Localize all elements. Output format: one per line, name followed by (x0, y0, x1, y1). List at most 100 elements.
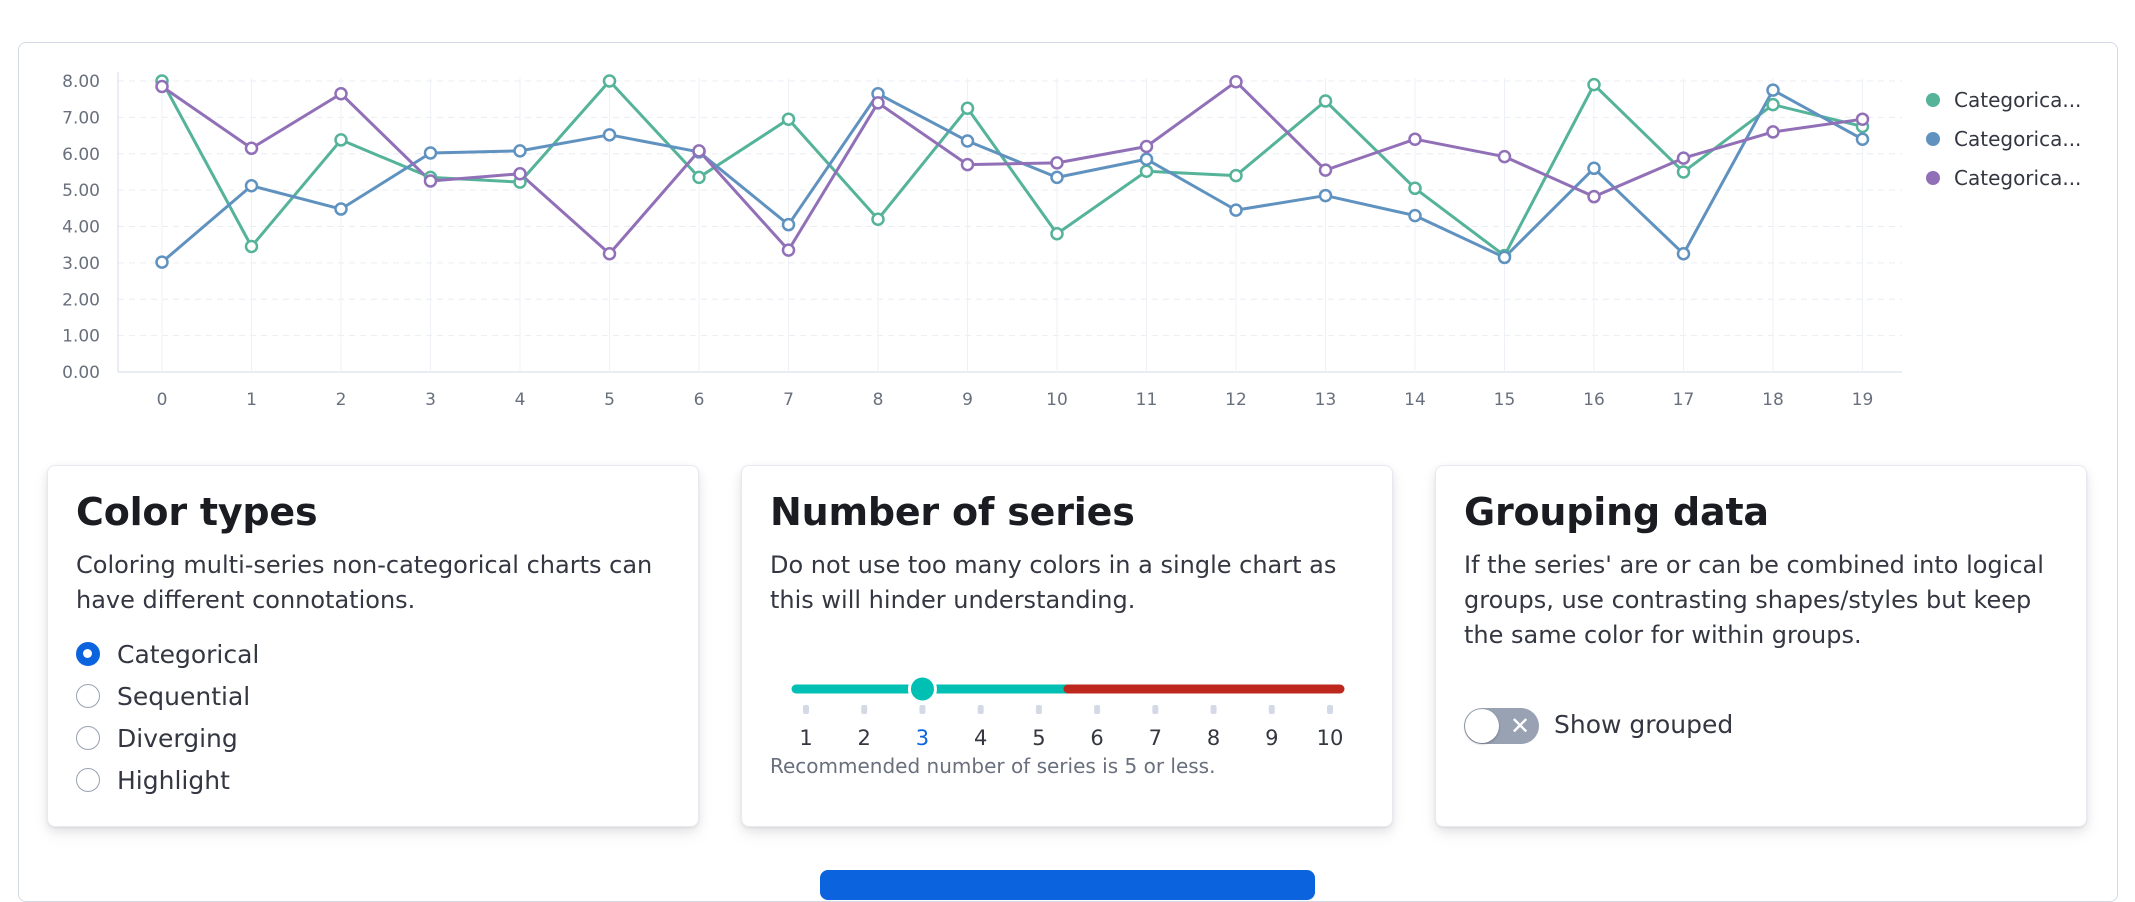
x-tick-label: 0 (157, 390, 168, 410)
series-1-point (602, 74, 617, 88)
series-1-point (1766, 97, 1780, 112)
y-tick-label: 5.00 (62, 181, 100, 201)
legend-label-3: Categorica... (1954, 165, 2082, 190)
cross-icon: ✕ (1510, 712, 1531, 740)
x-tick-label: 4 (515, 390, 526, 410)
grouping-data-description: If the series' are or can be combined in… (1464, 551, 2044, 649)
x-tick-label: 11 (1136, 390, 1158, 410)
legend-dot-2 (1926, 131, 1940, 146)
series-2-point (155, 255, 169, 269)
slider-handle[interactable] (907, 674, 937, 704)
series-2-point (1229, 203, 1243, 217)
radio-button-highlight[interactable] (76, 768, 100, 792)
series-1-point (1318, 94, 1333, 108)
x-tick-label: 13 (1315, 390, 1337, 410)
series-2-point (334, 202, 348, 216)
series-3-point (155, 79, 169, 94)
y-tick-label: 1.00 (62, 327, 100, 347)
series-3-point (1318, 163, 1333, 177)
x-tick-label: 10 (1046, 390, 1068, 410)
series-3-point (334, 86, 348, 101)
line-chart: 0.001.002.003.004.005.006.007.008.000 1 2 3… (62, 72, 1902, 410)
radio-label-diverging: Diverging (117, 723, 238, 753)
legend-item-3[interactable]: Categorica... (1926, 158, 2126, 197)
series-2-point (1766, 83, 1780, 97)
radio-diverging[interactable]: Diverging (76, 720, 238, 756)
slider-tick (803, 705, 809, 714)
series-3-point (960, 157, 975, 172)
x-tick-label: 19 (1852, 390, 1874, 410)
series-2-point (960, 134, 975, 148)
series-3-point (871, 96, 885, 110)
series-2-point (1050, 170, 1064, 185)
radio-button-categorical[interactable] (76, 642, 100, 666)
y-tick-label: 7.00 (62, 108, 100, 128)
series-2-point (1318, 188, 1333, 203)
slider-tick (977, 705, 984, 714)
slider-tick (1035, 705, 1042, 714)
y-tick-label: 8.00 (62, 72, 100, 92)
color-types-card: Color types Coloring multi-series non-ca… (47, 465, 699, 827)
series-3-point (1050, 156, 1064, 170)
y-tick-label: 2.00 (62, 290, 100, 310)
series-2-point (1855, 132, 1870, 146)
series-1-point (1229, 168, 1243, 183)
radio-label-highlight: Highlight (117, 765, 230, 795)
series-2-point (602, 128, 617, 142)
series-line-2 (161, 88, 1864, 264)
legend-dot-3 (1926, 170, 1940, 185)
series-3-point (781, 243, 796, 257)
x-tick-label: 9 (962, 390, 973, 410)
slider-tick-label: 8 (1207, 726, 1220, 750)
primary-action-button[interactable] (820, 870, 1315, 900)
x-tick-label: 15 (1494, 390, 1516, 410)
series-3-point (1408, 132, 1422, 146)
series-3-point (1229, 74, 1243, 89)
legend-item-1[interactable]: Categorica... (1926, 80, 2126, 119)
series-3-point (244, 141, 259, 156)
slider-tick (861, 705, 868, 714)
radio-button-sequential[interactable] (76, 684, 100, 708)
series-3-point (1855, 112, 1870, 126)
series-line-3 (161, 80, 1863, 256)
x-tick-label: 2 (336, 390, 347, 410)
y-tick-label: 6.00 (62, 145, 100, 165)
radio-categorical[interactable]: Categorical (76, 636, 259, 672)
radio-button-diverging[interactable] (76, 726, 100, 750)
radio-sequential[interactable]: Sequential (76, 678, 250, 714)
slider-tick (1152, 705, 1159, 714)
slider-tick-label: 5 (1032, 726, 1045, 750)
show-grouped-toggle[interactable]: ✕ (1464, 708, 1539, 744)
series-count-slider[interactable]: 1 2 3 4 5 6 7 8 9 10 (742, 466, 1394, 828)
legend-dot-1 (1926, 92, 1940, 107)
series-2-point (244, 179, 259, 193)
series-3-point (1497, 149, 1512, 164)
show-grouped-label: Show grouped (1554, 710, 1734, 739)
x-tick-label: 7 (783, 390, 794, 410)
radio-label-categorical: Categorical (117, 639, 260, 669)
color-types-title: Color types (76, 490, 318, 534)
x-tick-label: 14 (1404, 390, 1426, 410)
slider-tick (1210, 705, 1217, 714)
radio-label-sequential: Sequential (117, 681, 251, 711)
legend-item-2[interactable]: Categorica... (1926, 119, 2126, 158)
series-3-point (1139, 139, 1154, 154)
series-2-point (1497, 250, 1512, 265)
series-1-point (960, 101, 975, 116)
series-1-point (1587, 77, 1601, 92)
series-3-point (1766, 125, 1780, 139)
slider-tick-label: 9 (1265, 726, 1278, 750)
number-of-series-card: Number of series Do not use too many col… (741, 465, 1393, 827)
radio-highlight[interactable]: Highlight (76, 762, 230, 798)
series-1-point (1139, 164, 1154, 178)
x-tick-label: 5 (604, 390, 615, 410)
series-3-point (602, 247, 617, 261)
x-tick-label: 6 (694, 390, 705, 410)
series-1-point (244, 239, 259, 254)
series-3-point (513, 167, 527, 181)
series-1-point (1676, 165, 1691, 179)
series-3-point (1587, 189, 1601, 204)
series-2-point (513, 144, 527, 158)
slider-tick (1268, 705, 1275, 714)
number-of-series-title: Number of series (770, 490, 1135, 534)
